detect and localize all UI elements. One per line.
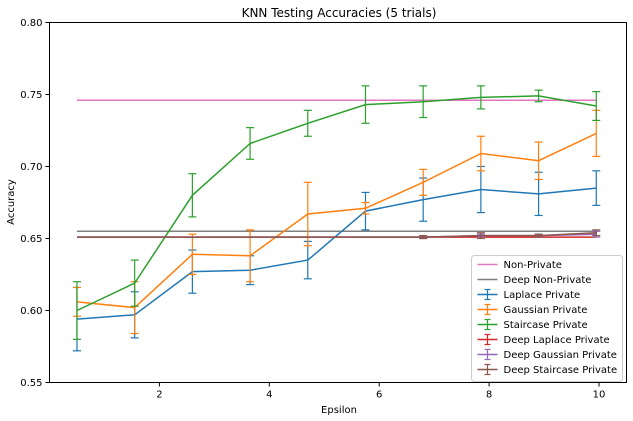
plot-frame — [49, 22, 627, 383]
legend-label: Gaussian Private — [504, 305, 588, 316]
series-line — [77, 231, 597, 238]
legend-entry: Deep Gaussian Private — [477, 348, 617, 361]
y-tick-label: 0.80 — [20, 18, 42, 29]
legend-label: Laplace Private — [504, 290, 581, 301]
legend-label: Deep Staircase Private — [504, 365, 618, 376]
y-tick-label: 0.75 — [20, 90, 42, 101]
y-tick-label: 0.60 — [20, 306, 42, 317]
x-tick-label: 4 — [266, 390, 272, 401]
series-line — [76, 132, 597, 309]
legend: Non-Private Deep Non-Private Laplace Priva… — [471, 255, 623, 382]
legend-entry: Laplace Private — [477, 288, 581, 301]
y-axis-label: Accuracy — [6, 179, 17, 225]
x-tick-label: 10 — [593, 390, 606, 401]
legend-entry: Deep Laplace Private — [477, 333, 610, 346]
x-tick-label: 8 — [486, 390, 492, 401]
chart-title: KNN Testing Accuracies (5 trials) — [242, 6, 437, 20]
y-tick-label: 0.55 — [20, 378, 42, 389]
series-line — [76, 187, 597, 320]
x-tick-label: 2 — [156, 390, 162, 401]
legend-label: Deep Non-Private — [504, 275, 592, 286]
legend-entry: Staircase Private — [477, 318, 588, 331]
series-line — [76, 95, 597, 312]
legend-entry: Gaussian Private — [477, 303, 588, 316]
legend-label: Non-Private — [504, 260, 562, 271]
x-tick-label: 6 — [376, 390, 382, 401]
y-tick-label: 0.65 — [20, 234, 42, 245]
series — [77, 229, 601, 240]
x-axis-label: Epsilon — [321, 405, 357, 416]
series — [72, 85, 601, 340]
y-tick-label: 0.70 — [20, 162, 42, 173]
legend-entry: Non-Private — [477, 260, 562, 271]
legend-label: Deep Gaussian Private — [504, 350, 617, 361]
axis-ticks: 2 4 6 8 10 0.55 0.60 0.65 0.70 0.75 0.80 — [20, 18, 605, 401]
legend-label: Staircase Private — [504, 320, 588, 331]
legend-entry: Deep Staircase Private — [477, 363, 618, 376]
plot-area — [72, 85, 601, 352]
legend-entry: Deep Non-Private — [477, 275, 592, 286]
legend-label: Deep Laplace Private — [504, 335, 610, 346]
legend-box — [471, 255, 623, 382]
